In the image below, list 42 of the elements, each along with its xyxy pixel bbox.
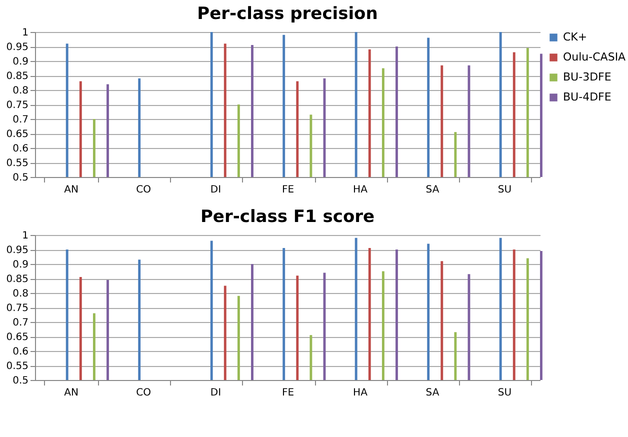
y-tick-label: 0.8	[12, 288, 28, 300]
legend-label: BU-3DFE	[563, 70, 612, 84]
y-tick-label: 0.95	[6, 42, 28, 53]
y-tick-label: 0.75	[6, 303, 28, 314]
x-tick-label: AN	[64, 184, 78, 196]
chart-title: Per-class F1 score	[200, 207, 375, 227]
y-tick-label: 0.55	[6, 361, 28, 372]
x-tick-label: CO	[136, 388, 152, 398]
y-tick-label: 0.5	[12, 376, 28, 386]
y-tick-label: 0.95	[6, 245, 28, 256]
legend-label: Oulu-CASIA	[563, 50, 626, 64]
y-tick-label: 0.7	[12, 114, 28, 126]
x-tick-label: SA	[426, 184, 440, 196]
y-tick-label: 0.9	[12, 56, 28, 68]
legend-label: CK+	[563, 30, 588, 44]
x-tick-label: HA	[353, 184, 368, 196]
x-tick-label: SU	[498, 388, 512, 398]
y-tick-label: 0.8	[12, 86, 28, 96]
y-tick-label: 0.65	[6, 129, 28, 140]
x-tick-label: SU	[498, 184, 512, 196]
x-tick-label: SA	[426, 388, 440, 398]
legend-label: BU-4DFE	[563, 90, 612, 104]
x-tick-label: AN	[64, 388, 78, 398]
y-tick-label: 0.9	[12, 260, 28, 270]
y-tick-label: 0.55	[6, 158, 28, 169]
y-tick-label: 0.85	[6, 71, 28, 82]
x-tick-label: DI	[210, 184, 222, 196]
x-tick-label: FE	[282, 184, 294, 196]
y-tick-label: 0.75	[6, 100, 28, 111]
y-tick-label: 0.5	[12, 172, 28, 184]
x-tick-label: CO	[136, 184, 152, 196]
y-tick-label: 0.65	[6, 332, 28, 343]
x-tick-label: DI	[210, 388, 222, 398]
y-tick-label: 1	[22, 28, 28, 38]
y-tick-label: 0.6	[12, 346, 28, 358]
y-tick-label: 0.6	[12, 144, 28, 154]
x-tick-label: FE	[282, 388, 294, 398]
chart-title: Per-class precision	[197, 4, 378, 24]
y-tick-label: 0.85	[6, 274, 28, 285]
y-tick-label: 1	[22, 230, 28, 242]
x-tick-label: HA	[353, 388, 368, 398]
y-tick-label: 0.7	[12, 318, 28, 328]
